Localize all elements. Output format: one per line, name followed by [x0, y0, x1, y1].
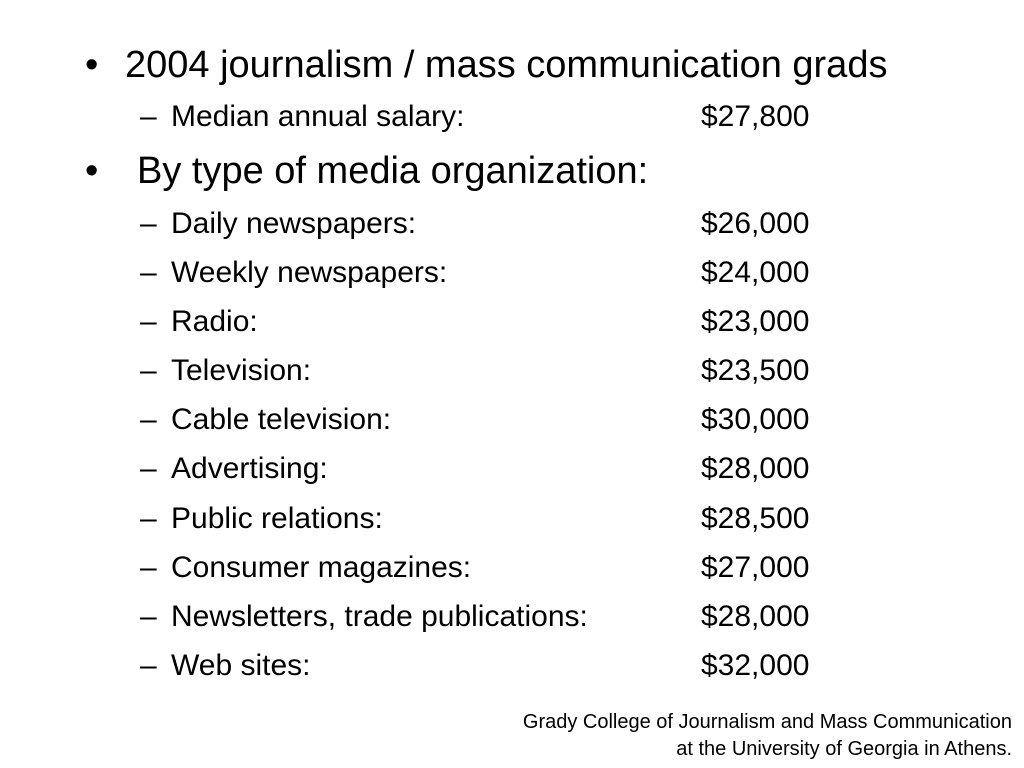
subitem-label: Cable television:: [171, 403, 392, 436]
subitem-value: $24,000: [701, 256, 810, 289]
subitem-value: $28,000: [701, 452, 810, 485]
source-credit-line1: Grady College of Journalism and Mass Com…: [522, 711, 1012, 733]
subitem-value: $26,000: [701, 207, 810, 240]
subitem-value: $32,000: [701, 649, 810, 682]
subitem-label: Newsletters, trade publications:: [171, 600, 588, 633]
dash-icon: –: [140, 305, 157, 338]
subitem-label: Consumer magazines:: [171, 551, 472, 584]
subitem-public-relations: – Public relations: $28,500: [140, 501, 809, 537]
subitem-newsletters: – Newsletters, trade publications: $28,000: [140, 599, 809, 635]
subitem-label: Radio:: [171, 305, 258, 338]
subitem-label: Weekly newspapers:: [171, 256, 448, 289]
bullet-media-type: • By type of media organization:: [85, 149, 648, 193]
subitem-television: – Television: $23,500: [140, 353, 809, 389]
dash-icon: –: [140, 207, 157, 240]
dash-icon: –: [140, 452, 157, 485]
subitem-cable-television: – Cable television: $30,000: [140, 402, 809, 438]
subitem-label: Advertising:: [171, 452, 328, 485]
source-credit-line2: at the University of Georgia in Athens.: [676, 738, 1012, 760]
dash-icon: –: [140, 256, 157, 289]
subitem-value: $28,000: [701, 600, 810, 633]
dash-icon: –: [140, 403, 157, 436]
subitem-label: Median annual salary:: [171, 100, 465, 133]
subitem-radio: – Radio: $23,000: [140, 304, 809, 340]
subitem-value: $27,800: [701, 100, 810, 133]
subitem-value: $28,500: [701, 502, 810, 535]
dash-icon: –: [140, 100, 157, 133]
subitem-value: $27,000: [701, 551, 810, 584]
subitem-advertising: – Advertising: $28,000: [140, 451, 809, 487]
dash-icon: –: [140, 551, 157, 584]
subitem-label: Public relations:: [171, 502, 383, 535]
dash-icon: –: [140, 600, 157, 633]
subitem-consumer-magazines: – Consumer magazines: $27,000: [140, 550, 809, 586]
dash-icon: –: [140, 502, 157, 535]
subitem-value: $23,000: [701, 305, 810, 338]
subitem-daily-newspapers: – Daily newspapers: $26,000: [140, 206, 809, 242]
subitem-value: $30,000: [701, 403, 810, 436]
subitem-web-sites: – Web sites: $32,000: [140, 648, 809, 684]
dash-icon: –: [140, 649, 157, 682]
bullet-icon: •: [85, 150, 99, 192]
subitem-label: Television:: [171, 354, 312, 387]
bullet-grads: • 2004 journalism / mass communication gr…: [85, 43, 887, 87]
subitem-value: $23,500: [701, 354, 810, 387]
subitem-weekly-newspapers: – Weekly newspapers: $24,000: [140, 255, 809, 291]
subitem-label: Web sites:: [171, 649, 311, 682]
bullet-text: 2004 journalism / mass communication gra…: [125, 44, 888, 86]
bullet-text: By type of media organization:: [137, 150, 649, 192]
source-credit: Grady College of Journalism and Mass Com…: [523, 709, 1012, 763]
subitem-label: Daily newspapers:: [171, 207, 417, 240]
bullet-icon: •: [85, 44, 99, 86]
dash-icon: –: [140, 354, 157, 387]
subitem-median-salary: – Median annual salary: $27,800: [140, 99, 809, 135]
